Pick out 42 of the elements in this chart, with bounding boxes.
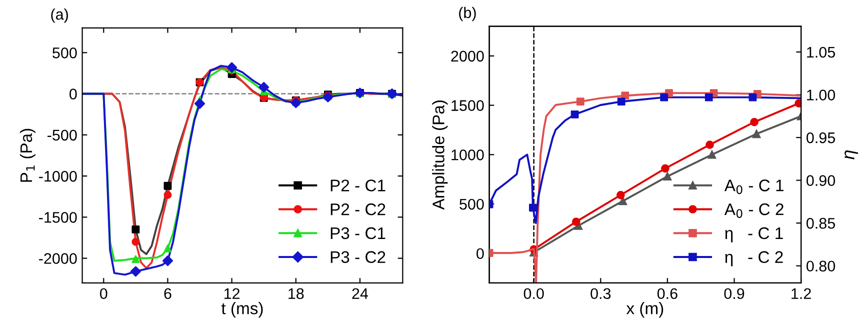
y-tick-label: -2000 bbox=[39, 253, 77, 264]
x-tick-label: 6 bbox=[164, 288, 172, 300]
legend-label: P3 - C2 bbox=[330, 251, 386, 263]
y-axis-title: Amplitude (Pa) bbox=[432, 100, 448, 210]
y-tick-label: 0 bbox=[476, 248, 484, 260]
y-tick-label: -1000 bbox=[39, 170, 77, 182]
x-tick-label: 0.9 bbox=[724, 288, 744, 300]
legend-label: η - C 2 bbox=[725, 251, 783, 266]
y2-tick-label: 1.05 bbox=[807, 46, 836, 58]
x-tick-label: 1.2 bbox=[792, 288, 811, 299]
x-tick-label: 18 bbox=[288, 288, 304, 300]
y-tick-label: 1000 bbox=[452, 150, 484, 160]
chart-title: (a) bbox=[51, 8, 68, 23]
legend-label: A$_{0}$ - C 1 bbox=[724, 180, 784, 194]
y-tick-label: -1500 bbox=[39, 212, 77, 223]
legend-label: A$_{0}$ - C 2 bbox=[724, 203, 784, 218]
x-tick-label: 0.3 bbox=[590, 288, 611, 300]
y-tick-label: 500 bbox=[52, 48, 77, 58]
x-tick-label: 0.0 bbox=[524, 288, 544, 300]
chart-title: (b) bbox=[459, 6, 476, 22]
y2-tick-label: 1.00 bbox=[807, 90, 836, 100]
x-tick-label: 0.6 bbox=[657, 288, 678, 300]
y2-tick-label: 0.85 bbox=[806, 218, 836, 229]
x-tick-label: 0 bbox=[100, 288, 108, 300]
y2-tick-label: 0.80 bbox=[806, 260, 836, 272]
legend-label: P2 - C2 bbox=[330, 203, 386, 216]
y-tick-label: -500 bbox=[48, 130, 77, 141]
legend-label: P3 - C1 bbox=[330, 227, 386, 240]
x-axis-title: t (ms) bbox=[221, 302, 263, 318]
x-tick-label: 12 bbox=[224, 288, 240, 299]
y2-axis-title: η bbox=[844, 150, 858, 160]
y-tick-label: 2000 bbox=[451, 50, 484, 62]
y-axis-title: P$_{1}$ (Pa) bbox=[20, 128, 36, 182]
y-tick-label: 500 bbox=[460, 198, 484, 210]
y2-tick-label: 0.90 bbox=[806, 175, 836, 186]
y-tick-label: 1500 bbox=[452, 100, 484, 111]
legend-label: η - C 1 bbox=[725, 227, 783, 242]
legend-label: P2 - C1 bbox=[330, 180, 386, 192]
y-tick-label: 0 bbox=[70, 88, 77, 100]
x-tick-label: 24 bbox=[352, 288, 368, 299]
y2-tick-label: 0.95 bbox=[806, 132, 836, 144]
x-axis-title: x (m) bbox=[626, 302, 664, 318]
